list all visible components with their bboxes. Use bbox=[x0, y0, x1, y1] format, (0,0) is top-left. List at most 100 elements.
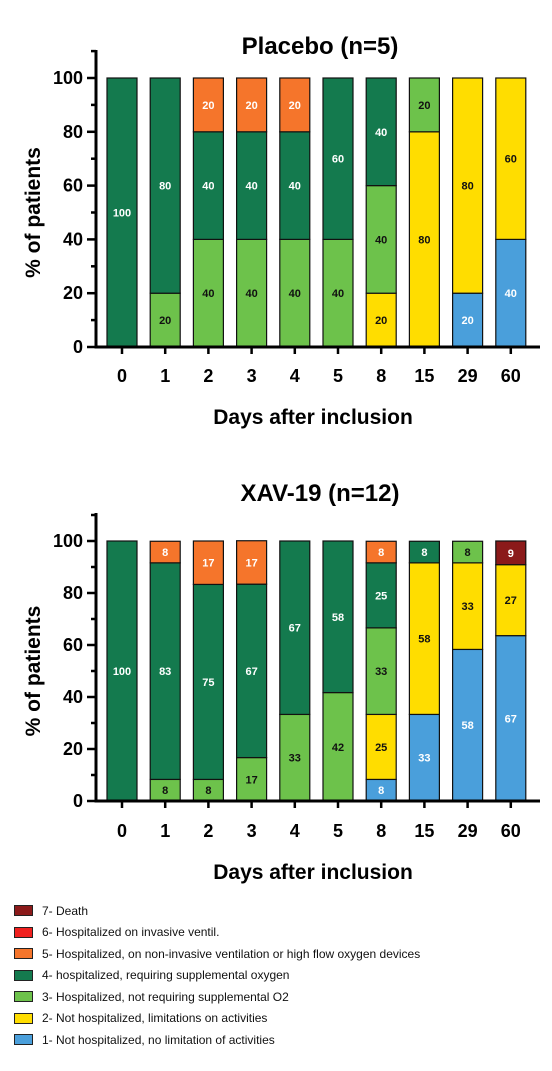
data-label: 60 bbox=[332, 154, 344, 166]
data-label: 40 bbox=[245, 288, 257, 300]
bar-segment bbox=[452, 77, 484, 294]
data-label: 83 bbox=[159, 666, 171, 678]
bar-segment bbox=[495, 635, 527, 802]
y-tick-label: 80 bbox=[63, 122, 83, 142]
legend-swatch bbox=[14, 969, 33, 981]
legend-item: 5- Hospitalized, on non-invasive ventila… bbox=[14, 943, 552, 965]
x-tick-label: 29 bbox=[458, 821, 478, 841]
data-label: 33 bbox=[375, 666, 387, 678]
data-label: 58 bbox=[418, 634, 430, 646]
x-tick-label: 8 bbox=[376, 821, 386, 841]
bar-segment bbox=[279, 77, 311, 133]
x-tick-label: 2 bbox=[203, 366, 213, 386]
bar-segment bbox=[322, 238, 354, 348]
legend-label: 1- Not hospitalized, no limitation of ac… bbox=[42, 1032, 275, 1047]
data-label: 20 bbox=[375, 315, 387, 327]
data-label: 60 bbox=[505, 154, 517, 166]
bar-segment bbox=[236, 540, 268, 585]
legend-label: 3- Hospitalized, not requiring supplemen… bbox=[42, 989, 289, 1004]
bar-segment bbox=[365, 540, 397, 564]
x-tick-label: 2 bbox=[203, 821, 213, 841]
data-label: 75 bbox=[202, 677, 214, 689]
data-label: 80 bbox=[418, 234, 430, 246]
bar-segment bbox=[495, 564, 527, 637]
data-label: 33 bbox=[461, 601, 473, 613]
bar-segment bbox=[365, 185, 397, 294]
y-tick-label: 20 bbox=[63, 739, 83, 759]
y-tick-label: 100 bbox=[53, 531, 83, 551]
x-tick-label: 15 bbox=[414, 366, 434, 386]
y-axis-label: % of patients bbox=[22, 606, 45, 737]
y-tick-label: 20 bbox=[63, 283, 83, 303]
y-tick-label: 40 bbox=[63, 687, 83, 707]
x-tick-label: 1 bbox=[160, 821, 170, 841]
x-tick-label: 29 bbox=[458, 366, 478, 386]
bar-segment bbox=[408, 540, 440, 564]
y-tick-label: 100 bbox=[53, 68, 83, 88]
data-label: 42 bbox=[332, 742, 344, 754]
data-label: 27 bbox=[505, 595, 517, 607]
y-tick-label: 60 bbox=[63, 635, 83, 655]
bar-segment bbox=[192, 238, 224, 348]
bar-segment bbox=[452, 540, 484, 564]
x-tick-label: 15 bbox=[414, 821, 434, 841]
bar-segment bbox=[236, 131, 268, 241]
bar-segment bbox=[192, 540, 224, 586]
legend-swatch bbox=[14, 926, 33, 938]
data-label: 8 bbox=[421, 547, 427, 559]
legend-swatch bbox=[14, 948, 33, 960]
bar-segment bbox=[106, 540, 138, 802]
data-label: 40 bbox=[202, 288, 214, 300]
bar-segment bbox=[279, 540, 311, 716]
data-label: 33 bbox=[289, 753, 301, 765]
data-label: 20 bbox=[159, 315, 171, 327]
y-axis-label: % of patients bbox=[22, 147, 45, 278]
bar-segment bbox=[149, 540, 181, 564]
data-label: 40 bbox=[332, 288, 344, 300]
x-axis-label: Days after inclusion bbox=[213, 406, 413, 429]
legend-item: 4- hospitalized, requiring supplemental … bbox=[14, 965, 552, 987]
bar-segment bbox=[408, 77, 440, 133]
data-label: 58 bbox=[332, 612, 344, 624]
data-label: 100 bbox=[113, 208, 131, 220]
data-label: 40 bbox=[375, 234, 387, 246]
x-tick-label: 8 bbox=[376, 366, 386, 386]
data-label: 8 bbox=[378, 547, 384, 559]
data-label: 67 bbox=[289, 623, 301, 635]
legend-label: 5- Hospitalized, on non-invasive ventila… bbox=[42, 946, 421, 961]
legend-label: 6- Hospitalized on invasive ventil. bbox=[42, 925, 220, 940]
chart-2: XAV-19 (n=12)% of patients 10008838187517… bbox=[22, 480, 540, 884]
bar-segment bbox=[365, 77, 397, 187]
bar-segment bbox=[452, 292, 484, 348]
data-label: 67 bbox=[505, 713, 517, 725]
data-label: 17 bbox=[202, 558, 214, 570]
bar-segment bbox=[408, 131, 440, 348]
data-label: 25 bbox=[375, 742, 387, 754]
bar-segment bbox=[495, 77, 527, 240]
data-label: 9 bbox=[508, 548, 514, 560]
data-label: 67 bbox=[245, 666, 257, 678]
data-label: 8 bbox=[162, 547, 168, 559]
legend-label: 7- Death bbox=[42, 903, 89, 918]
data-label: 20 bbox=[289, 100, 301, 112]
y-tick-label: 80 bbox=[63, 583, 83, 603]
bar-segment bbox=[236, 238, 268, 348]
y-tick-label: 40 bbox=[63, 229, 83, 249]
data-label: 8 bbox=[378, 785, 384, 797]
data-label: 80 bbox=[461, 181, 473, 193]
bar-segment bbox=[106, 77, 138, 348]
x-axis-label: Days after inclusion bbox=[213, 861, 413, 884]
data-label: 17 bbox=[245, 774, 257, 786]
bar-segment bbox=[236, 756, 268, 802]
legend-item: 3- Hospitalized, not requiring supplemen… bbox=[14, 986, 552, 1008]
chart-1: Placebo (n=5)% of patients 10002080140402… bbox=[22, 33, 540, 429]
x-tick-label: 4 bbox=[290, 821, 300, 841]
legend-swatch bbox=[14, 905, 33, 917]
data-label: 40 bbox=[289, 288, 301, 300]
legend: 7- Death 6- Hospitalized on invasive vent… bbox=[14, 900, 552, 1051]
bar-segment bbox=[495, 238, 527, 348]
legend-item: 6- Hospitalized on invasive ventil. bbox=[14, 922, 552, 944]
data-label: 40 bbox=[375, 127, 387, 139]
data-label: 40 bbox=[505, 288, 517, 300]
bar-segment bbox=[322, 540, 354, 694]
